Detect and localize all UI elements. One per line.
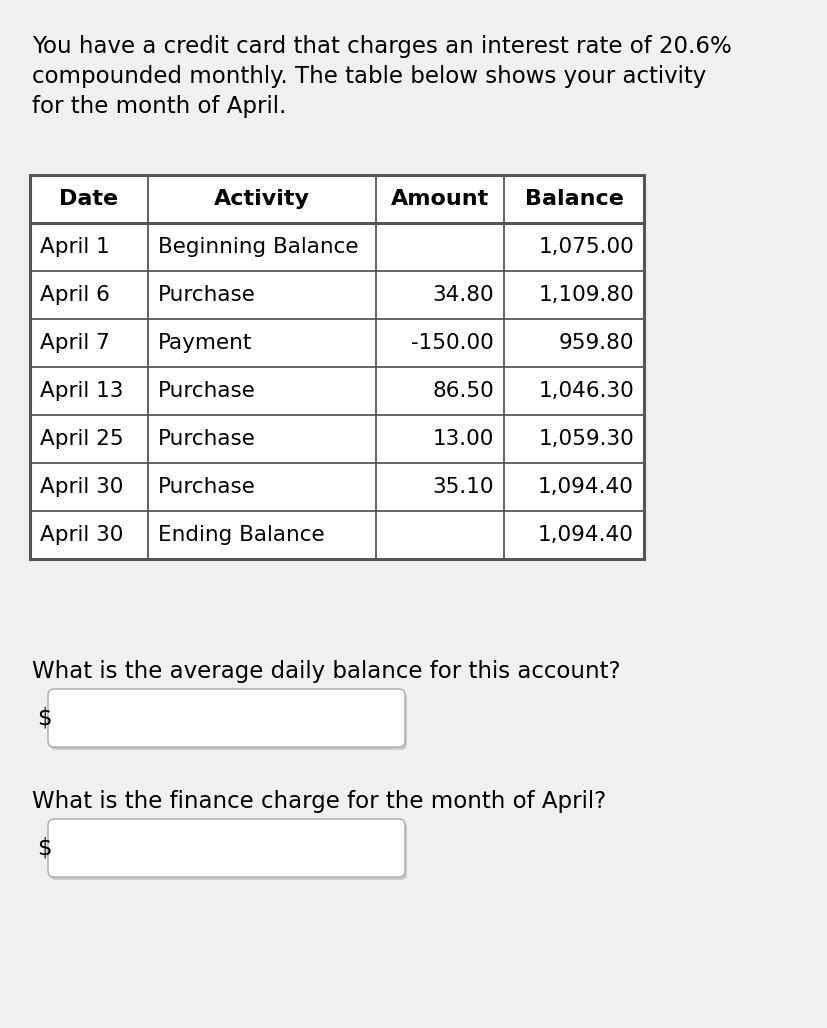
Text: -150.00: -150.00	[411, 333, 494, 353]
FancyBboxPatch shape	[48, 819, 404, 877]
Text: 34.80: 34.80	[432, 285, 494, 305]
FancyBboxPatch shape	[50, 822, 407, 880]
Text: April 30: April 30	[40, 525, 123, 545]
Text: Purchase: Purchase	[158, 429, 256, 449]
Text: What is the average daily balance for this account?: What is the average daily balance for th…	[32, 660, 620, 683]
Text: 1,046.30: 1,046.30	[538, 381, 633, 401]
Text: What is the finance charge for the month of April?: What is the finance charge for the month…	[32, 790, 605, 813]
Text: Payment: Payment	[158, 333, 252, 353]
Text: April 30: April 30	[40, 477, 123, 497]
Text: 13.00: 13.00	[432, 429, 494, 449]
Text: 1,109.80: 1,109.80	[538, 285, 633, 305]
Text: April 13: April 13	[40, 381, 123, 401]
Text: April 7: April 7	[40, 333, 110, 353]
Text: Activity: Activity	[213, 189, 309, 209]
Text: 86.50: 86.50	[432, 381, 494, 401]
Text: 1,075.00: 1,075.00	[538, 237, 633, 257]
Text: 35.10: 35.10	[432, 477, 494, 497]
Text: for the month of April.: for the month of April.	[32, 95, 286, 118]
Text: Beginning Balance: Beginning Balance	[158, 237, 358, 257]
Text: You have a credit card that charges an interest rate of 20.6%: You have a credit card that charges an i…	[32, 35, 731, 58]
Text: April 6: April 6	[40, 285, 110, 305]
FancyBboxPatch shape	[50, 692, 407, 750]
Text: 959.80: 959.80	[558, 333, 633, 353]
FancyBboxPatch shape	[48, 689, 404, 747]
Text: 1,059.30: 1,059.30	[538, 429, 633, 449]
Text: April 1: April 1	[40, 237, 110, 257]
Text: 1,094.40: 1,094.40	[538, 477, 633, 497]
Text: Amount: Amount	[390, 189, 489, 209]
Text: Purchase: Purchase	[158, 381, 256, 401]
Text: 1,094.40: 1,094.40	[538, 525, 633, 545]
Text: Ending Balance: Ending Balance	[158, 525, 324, 545]
Text: compounded monthly. The table below shows your activity: compounded monthly. The table below show…	[32, 65, 705, 88]
Text: Date: Date	[60, 189, 118, 209]
Bar	[30, 175, 643, 559]
Text: $: $	[37, 706, 51, 730]
Text: Purchase: Purchase	[158, 285, 256, 305]
Text: April 25: April 25	[40, 429, 123, 449]
Text: $: $	[37, 837, 51, 859]
Text: Balance: Balance	[524, 189, 623, 209]
Text: Purchase: Purchase	[158, 477, 256, 497]
Bar	[30, 175, 643, 559]
